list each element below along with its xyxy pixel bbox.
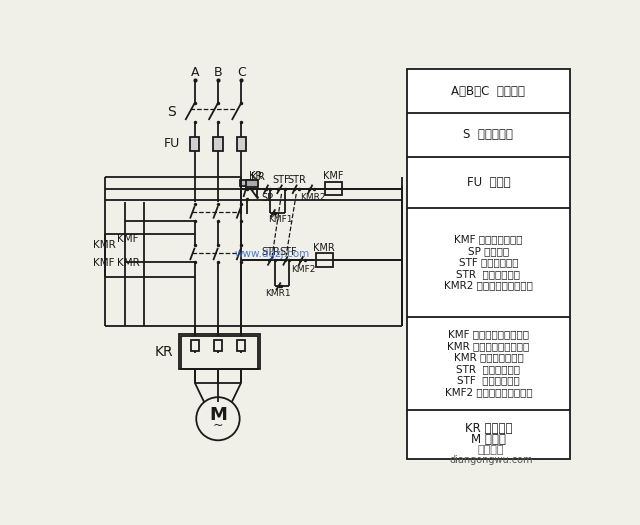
Bar — [180, 337, 259, 369]
Text: STR: STR — [261, 247, 280, 257]
Text: KMR2: KMR2 — [300, 193, 325, 202]
Text: KMR2 反转接触器常闭触头: KMR2 反转接触器常闭触头 — [444, 280, 533, 290]
Text: A、B、C  三相电源: A、B、C 三相电源 — [451, 85, 525, 98]
Text: KMF: KMF — [93, 258, 115, 268]
Text: FU  燔断器: FU 燔断器 — [467, 176, 510, 189]
Bar — [407, 69, 570, 459]
Text: STF 正转起动按鈕: STF 正转起动按鈕 — [459, 257, 518, 267]
Bar — [213, 137, 223, 151]
Bar — [179, 334, 260, 370]
Text: KMF: KMF — [117, 234, 139, 244]
Text: B: B — [214, 66, 222, 79]
Text: KR 热继电器: KR 热继电器 — [465, 422, 512, 435]
Bar — [316, 253, 333, 267]
Bar — [237, 137, 246, 151]
Text: KMR: KMR — [313, 243, 335, 253]
Text: KMR: KMR — [116, 258, 140, 268]
Text: www.dgzj.com: www.dgzj.com — [235, 249, 310, 259]
Text: KR: KR — [248, 171, 262, 181]
Text: STF: STF — [279, 247, 296, 257]
Text: KMF1: KMF1 — [268, 215, 292, 224]
Text: STR  正转联锁按鈕: STR 正转联锁按鈕 — [456, 269, 520, 279]
Bar — [214, 340, 222, 351]
Text: S: S — [167, 104, 176, 119]
Text: S  三相刀开关: S 三相刀开关 — [463, 129, 513, 142]
Text: SP 停止按鈕: SP 停止按鈕 — [468, 246, 509, 256]
Bar — [190, 137, 199, 151]
Text: KMF2: KMF2 — [291, 265, 316, 274]
Text: KMF: KMF — [323, 171, 344, 181]
Bar — [246, 180, 259, 187]
Bar — [241, 180, 253, 186]
Text: M 电动机: M 电动机 — [471, 434, 506, 446]
Text: KR: KR — [154, 345, 173, 359]
Text: 电工之屋: 电工之屋 — [477, 445, 504, 455]
Text: KMF 正转接触器线圈: KMF 正转接触器线圈 — [454, 234, 523, 244]
Text: KMF2 正转接触器常闭触头: KMF2 正转接触器常闭触头 — [445, 387, 532, 397]
Text: STR  反转起动按鈕: STR 反转起动按鈕 — [456, 364, 520, 374]
Text: KMF 正转接触器的主触头: KMF 正转接触器的主触头 — [448, 329, 529, 340]
Text: STF  反转联锁按鈕: STF 反转联锁按鈕 — [457, 375, 520, 386]
Text: KMR 反转接触器的主触头: KMR 反转接触器的主触头 — [447, 341, 529, 351]
Text: ~: ~ — [212, 418, 223, 432]
Bar — [325, 182, 342, 195]
Text: KR: KR — [250, 172, 264, 182]
Text: M: M — [209, 406, 227, 424]
Text: STR: STR — [287, 175, 307, 185]
Text: A: A — [191, 66, 199, 79]
Text: FU: FU — [163, 138, 180, 150]
Text: diangongwu.com: diangongwu.com — [449, 455, 532, 465]
Text: KMR1: KMR1 — [265, 289, 291, 299]
Text: KMR: KMR — [93, 240, 116, 250]
Bar — [237, 340, 245, 351]
Bar — [191, 340, 198, 351]
Text: SP: SP — [262, 193, 274, 203]
Text: C: C — [237, 66, 246, 79]
Text: STF: STF — [273, 175, 291, 185]
Text: KMR 反转接触器线圈: KMR 反转接触器线圈 — [454, 352, 524, 363]
